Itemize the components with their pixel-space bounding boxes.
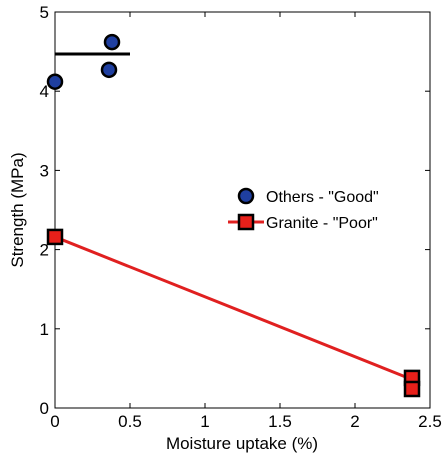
others-point — [46, 73, 64, 90]
legend-marker-others — [237, 187, 255, 205]
x-tick-label: 2 — [350, 412, 359, 431]
others-point — [103, 33, 121, 51]
x-axis: 0 0.5 1 1.5 2 2.5 — [50, 12, 442, 431]
chart-lines — [54, 52, 413, 381]
others-point — [100, 61, 118, 79]
granite-point — [403, 380, 421, 398]
y-tick-label: 5 — [40, 3, 49, 22]
y-tick-label: 0 — [40, 399, 49, 418]
granite-trend-line — [54, 235, 413, 381]
y-tick-label: 3 — [40, 161, 49, 180]
y-tick-label: 2 — [40, 241, 49, 260]
legend-marker-granite — [237, 213, 255, 231]
legend-label-others: Others - "Good" — [266, 189, 379, 206]
x-tick-label: 1.5 — [268, 412, 292, 431]
legend: Others - "Good" Granite - "Poor" — [228, 187, 379, 232]
plot-area — [54, 11, 431, 409]
legend-label-granite: Granite - "Poor" — [266, 215, 378, 232]
x-tick-label: 0.5 — [118, 412, 142, 431]
y-axis: 0 1 2 3 4 5 — [40, 3, 430, 418]
chart-marks — [46, 33, 421, 398]
x-axis-label: Moisture uptake (%) — [166, 434, 318, 453]
x-tick-label: 1 — [200, 412, 209, 431]
x-tick-label: 2.5 — [418, 412, 442, 431]
y-tick-label: 4 — [40, 82, 49, 101]
y-axis-label: Strength (MPa) — [8, 152, 27, 267]
x-tick-label: 0 — [50, 412, 59, 431]
y-tick-label: 1 — [40, 320, 49, 339]
granite-point — [46, 228, 64, 246]
